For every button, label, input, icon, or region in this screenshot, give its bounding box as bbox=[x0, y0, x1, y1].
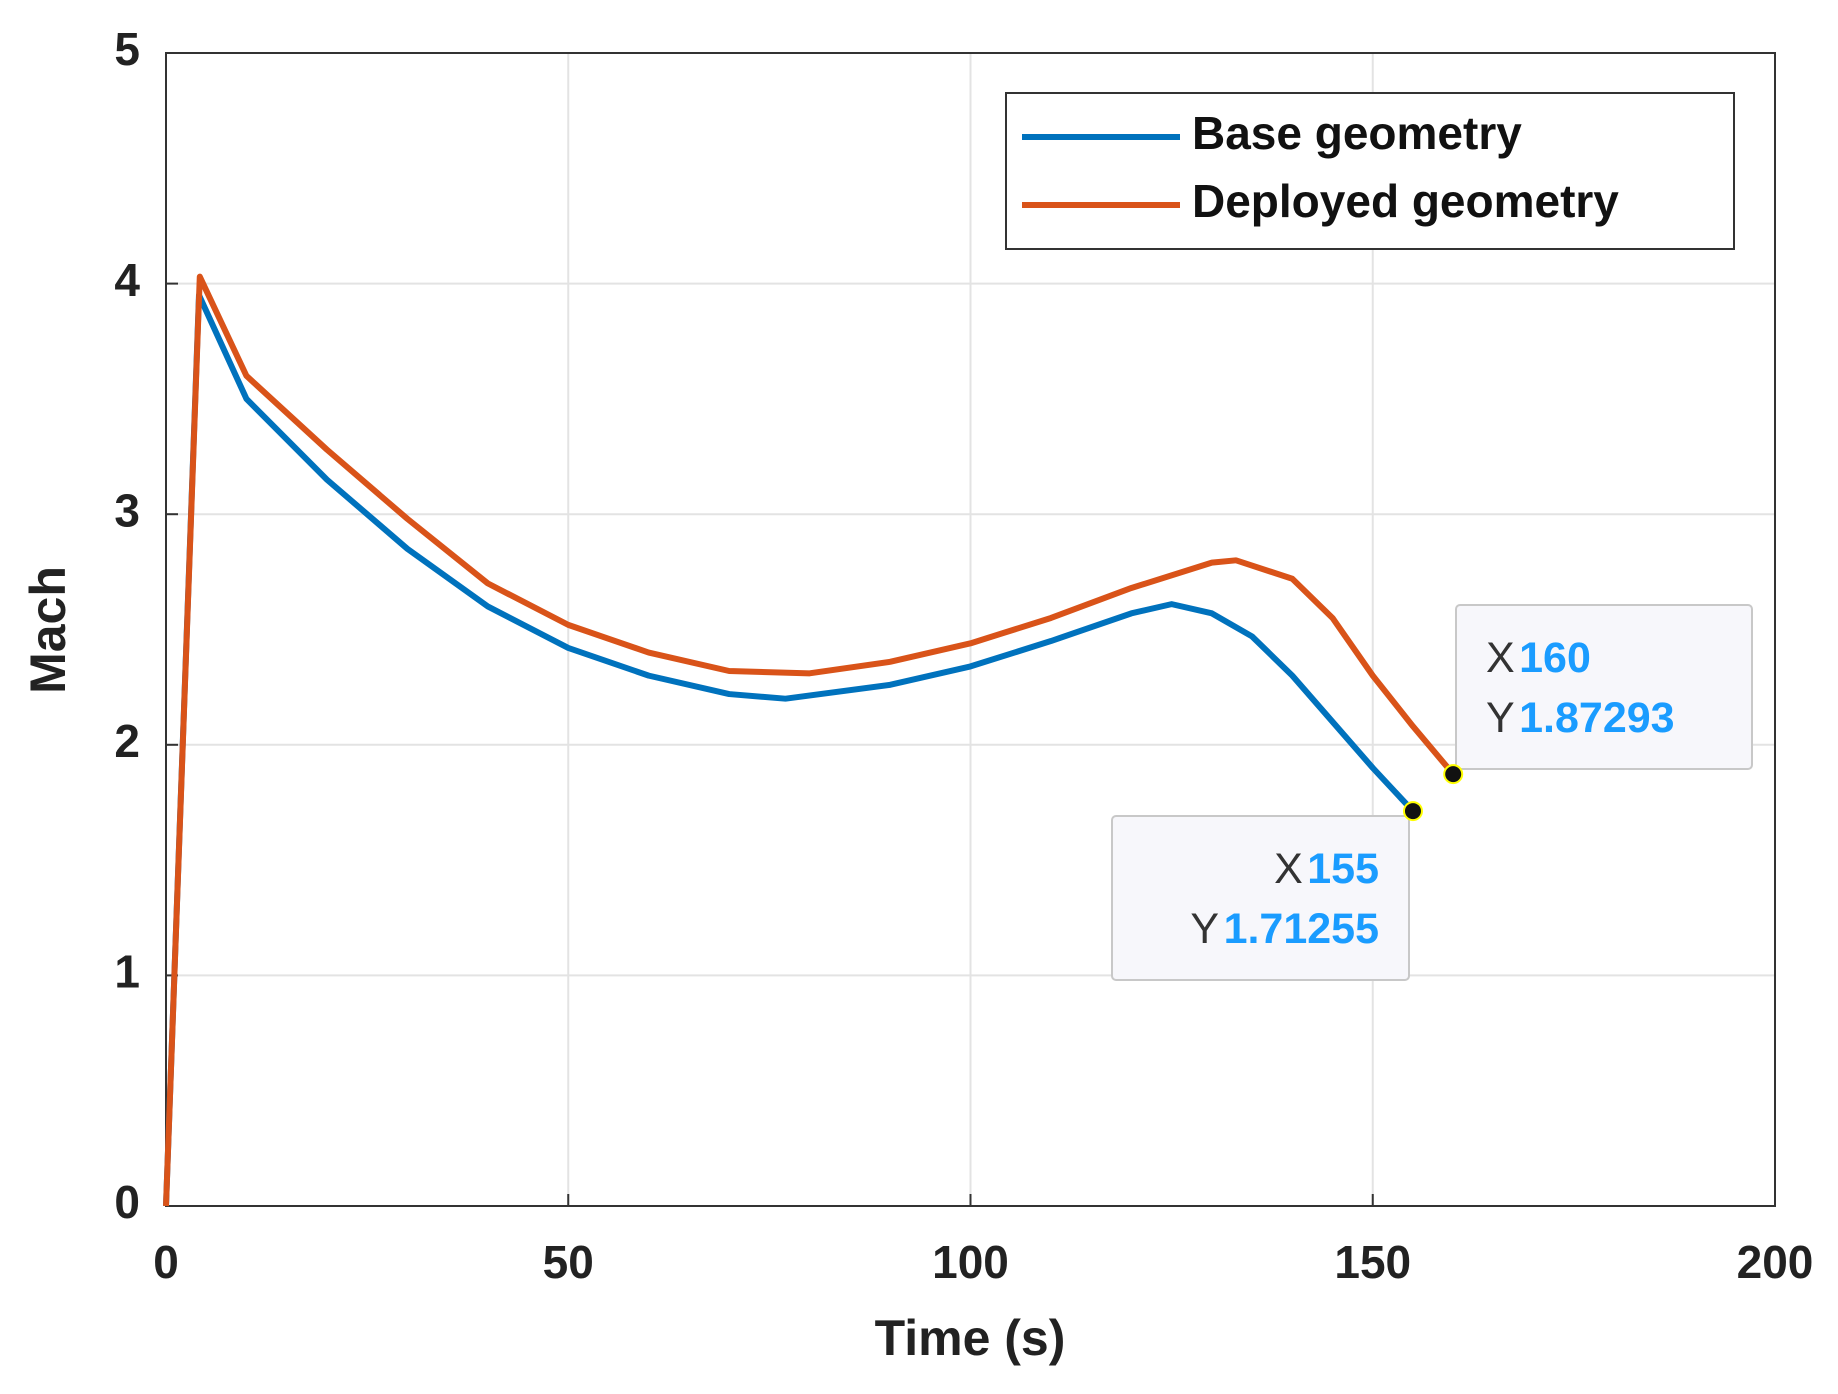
datatip-key: Y bbox=[1190, 905, 1219, 953]
y-tick-label: 1 bbox=[114, 946, 140, 998]
datatip-marker bbox=[1443, 764, 1464, 785]
datatip-key: X bbox=[1486, 634, 1515, 682]
x-axis-title: Time (s) bbox=[875, 1310, 1066, 1366]
x-tick-label: 100 bbox=[932, 1236, 1009, 1288]
datatip-row: X 155 bbox=[1274, 845, 1379, 893]
datatip-value: 1.87293 bbox=[1519, 694, 1674, 742]
datatip: X 155 Y 1.71255 bbox=[1190, 845, 1379, 953]
y-tick-label: 5 bbox=[114, 23, 140, 75]
line bbox=[163, 292, 1416, 1207]
datatip-box bbox=[1111, 815, 1410, 981]
y-axis-title: Mach bbox=[20, 566, 76, 694]
datatip-row: Y 1.71255 bbox=[1190, 905, 1379, 953]
datatip-key: X bbox=[1274, 845, 1303, 893]
line bbox=[163, 273, 1456, 1207]
datatip-key: Y bbox=[1486, 694, 1515, 742]
plot-frame bbox=[165, 52, 1776, 1207]
datatip-marker bbox=[1402, 801, 1423, 822]
datatip-row: X 160 bbox=[1486, 634, 1591, 682]
x-tick-label: 200 bbox=[1737, 1236, 1814, 1288]
legend-label: Base geometry bbox=[1192, 107, 1522, 159]
datatip-value: 155 bbox=[1307, 845, 1379, 893]
y-tick-label: 4 bbox=[114, 254, 140, 306]
datatip-value: 160 bbox=[1519, 634, 1591, 682]
legend-label: Deployed geometry bbox=[1192, 175, 1619, 227]
y-tick-label: 3 bbox=[114, 484, 140, 536]
datatip-row: Y 1.87293 bbox=[1486, 694, 1675, 742]
datatip-value: 1.71255 bbox=[1224, 905, 1379, 953]
y-tick-label: 0 bbox=[114, 1176, 140, 1228]
x-tick-label: 50 bbox=[543, 1236, 594, 1288]
x-tick-label: 150 bbox=[1334, 1236, 1411, 1288]
y-tick-label: 2 bbox=[114, 715, 140, 767]
datatip-box bbox=[1455, 604, 1753, 770]
legend-box bbox=[1005, 92, 1735, 250]
x-tick-label: 0 bbox=[153, 1236, 179, 1288]
